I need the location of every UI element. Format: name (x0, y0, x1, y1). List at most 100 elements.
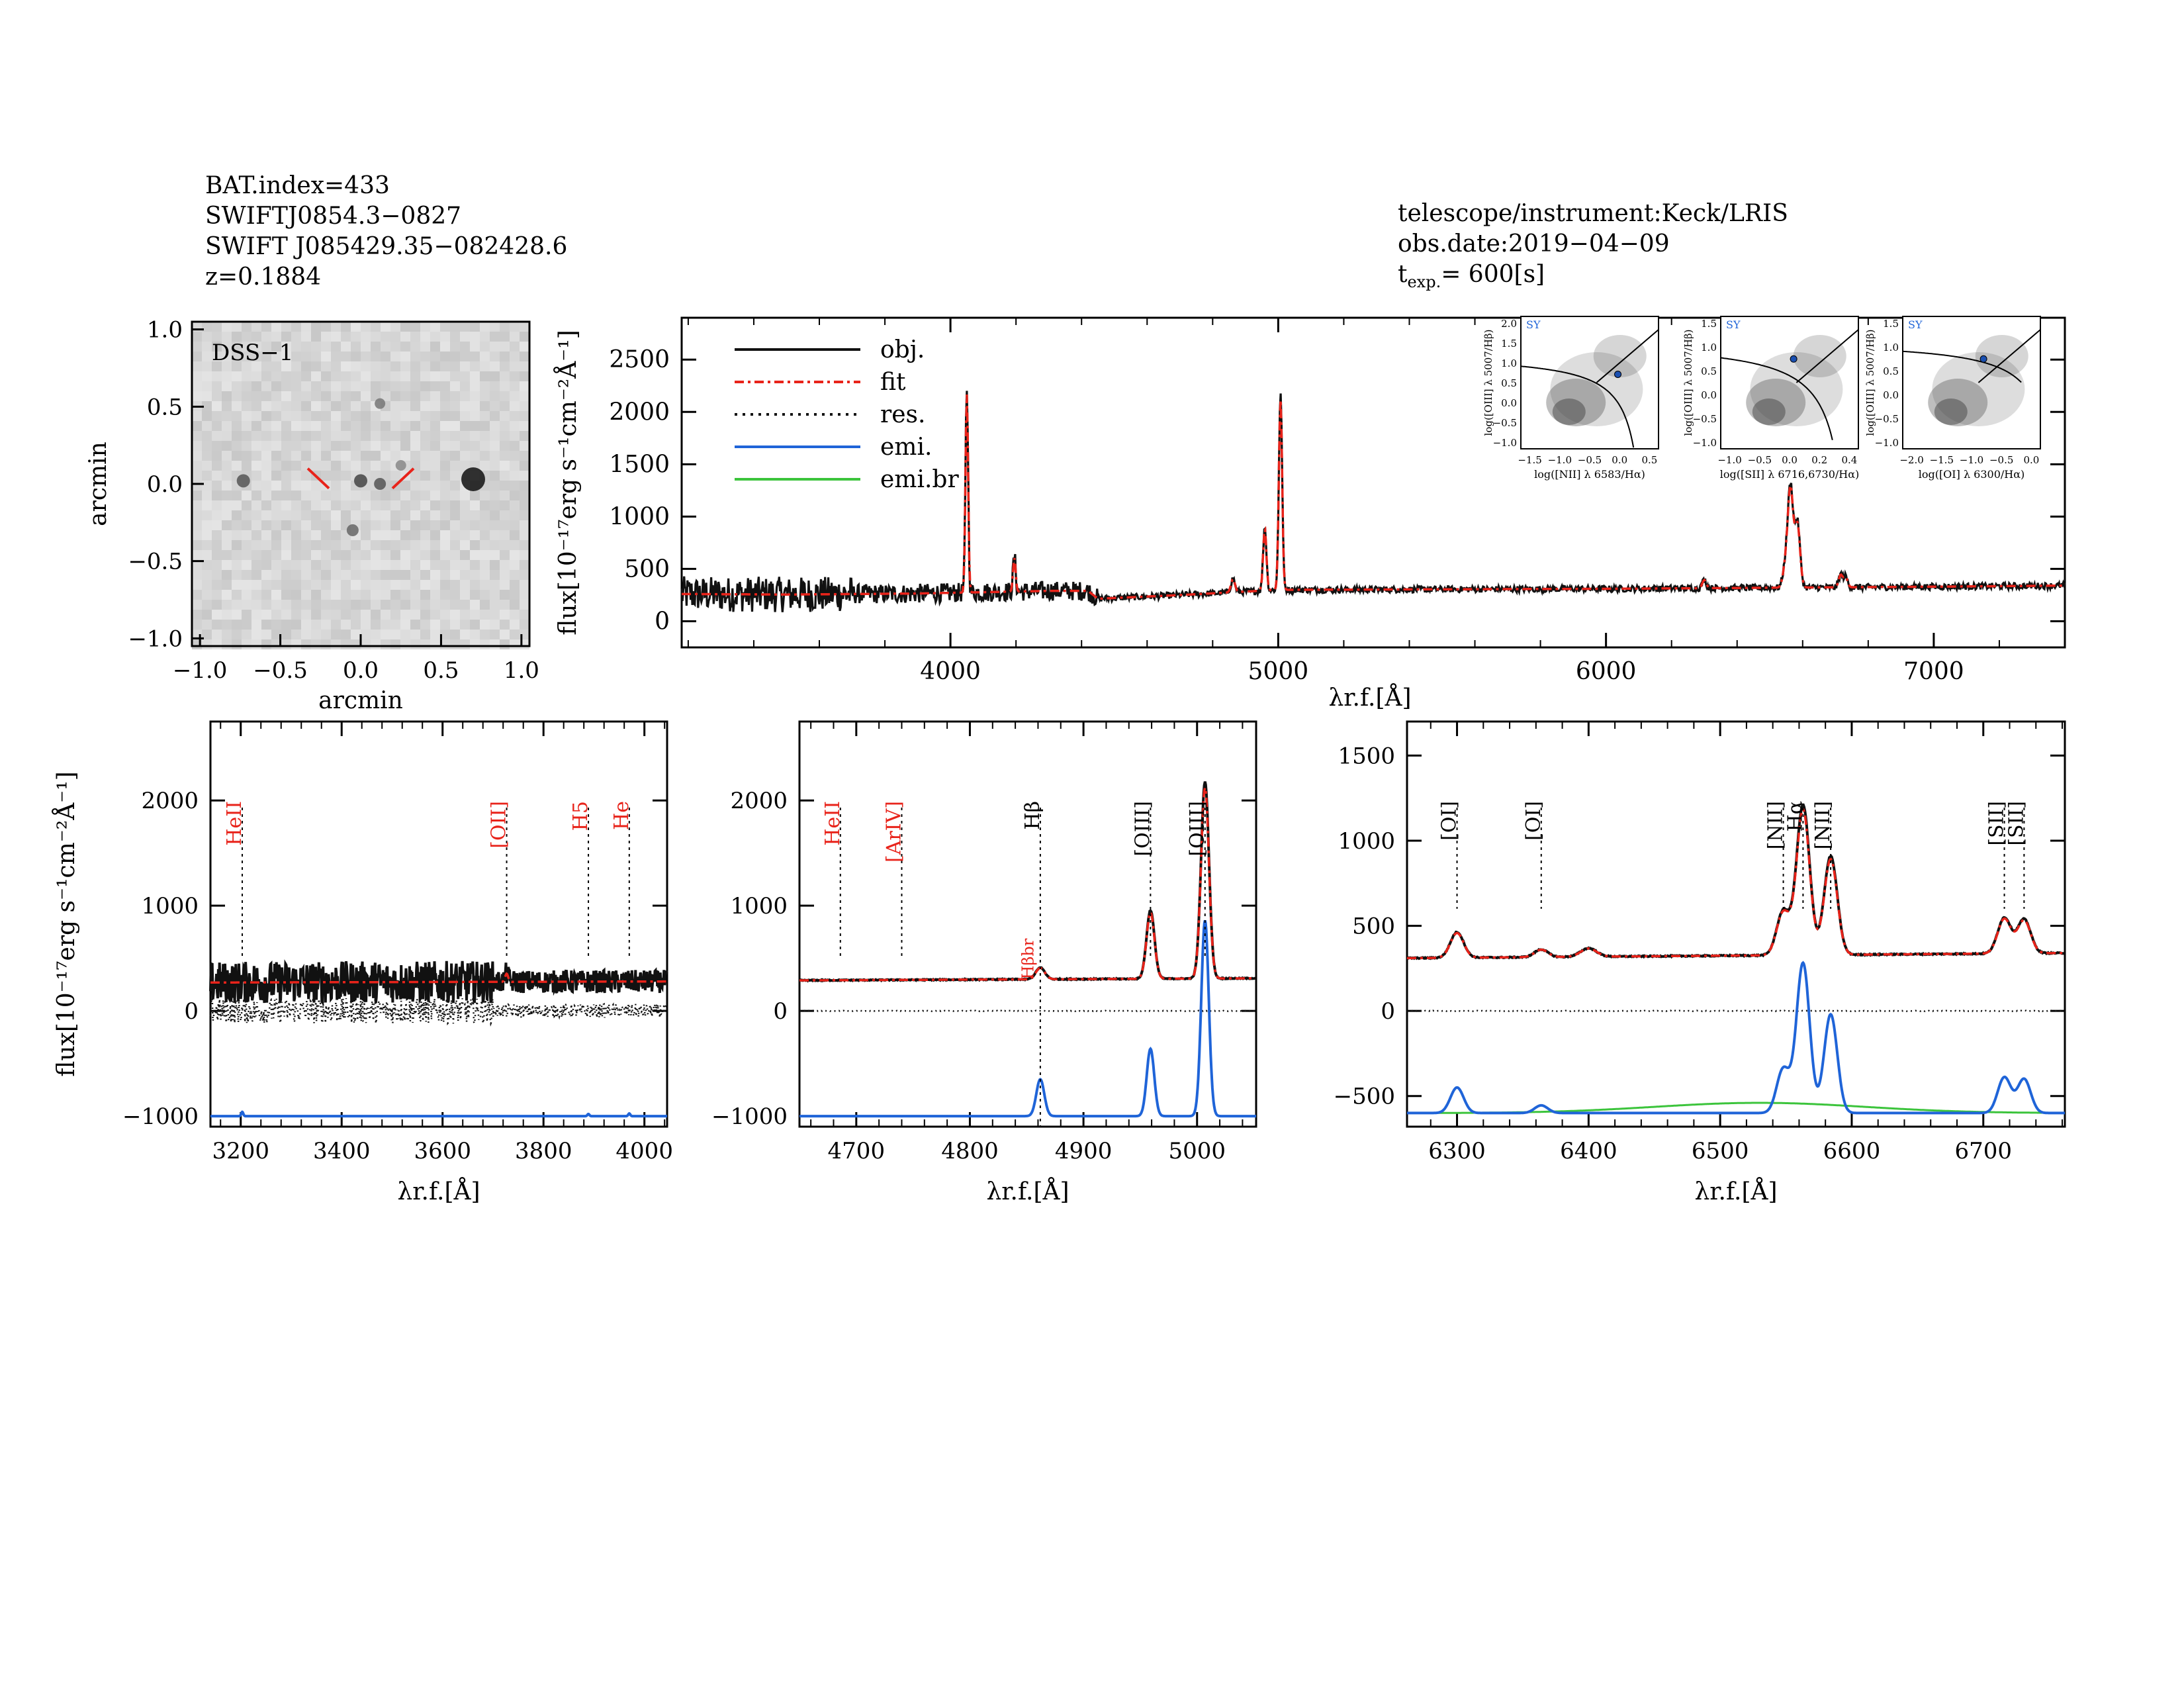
dss-pixel (400, 491, 410, 500)
dss-pixel (460, 371, 470, 381)
legend-label: fit (880, 369, 906, 396)
dss-pixel (410, 381, 420, 391)
dss-pixel (420, 560, 430, 570)
dss-pixel (400, 620, 410, 630)
dss-pixel (202, 471, 212, 481)
dss-pixel (281, 411, 291, 421)
dss-pixel (311, 610, 321, 620)
dss-pixel (420, 471, 430, 481)
dss-pixel (212, 411, 222, 421)
dss-pixel (281, 570, 291, 580)
dss-pixel (500, 342, 510, 352)
dss-pixel (261, 322, 271, 332)
dss-pixel (510, 530, 520, 540)
dss-pixel (470, 639, 480, 649)
dss-pixel (261, 610, 271, 620)
dss-pixel (281, 610, 291, 620)
dss-pixel (500, 520, 510, 530)
dss-pixel (470, 381, 480, 391)
dss-pixel (371, 620, 381, 630)
dss-pixel (390, 510, 400, 520)
dss-pixel (222, 560, 232, 570)
dss-pixel (500, 610, 510, 620)
dss-pixel (351, 639, 361, 649)
y-tick-label: 1000 (730, 893, 788, 919)
line-marker-label: [NII] (1764, 801, 1788, 849)
dss-pixel (410, 361, 420, 371)
dss-pixel (470, 491, 480, 500)
dss-pixel (281, 451, 291, 461)
bpt-y-axis-label: log([OIII] λ 5007/Hβ) (1482, 330, 1494, 436)
dss-pixel (430, 491, 440, 500)
dss-pixel (361, 630, 371, 639)
dss-pixel (301, 481, 311, 491)
dss-pixel (261, 441, 271, 451)
dss-pixel (430, 510, 440, 520)
dss-pixel (232, 371, 242, 381)
dss-pixel (271, 361, 281, 371)
dss-pixel (351, 371, 361, 381)
dss-pixel (291, 322, 301, 332)
dss-pixel (291, 471, 301, 481)
dss-pixel (460, 510, 470, 520)
dss-pixel (321, 639, 331, 649)
dss-pixel (321, 560, 331, 570)
dss-pixel (321, 361, 331, 371)
dss-pixel (351, 600, 361, 610)
dss-pixel (470, 610, 480, 620)
dss-pixel (371, 461, 381, 471)
y-tick-label: 2500 (609, 346, 670, 373)
dss-pixel (341, 391, 351, 401)
dss-pixel (520, 401, 529, 411)
dss-pixel (251, 441, 261, 451)
dss-pixel (430, 471, 440, 481)
dss-pixel (251, 431, 261, 441)
dss-pixel (371, 580, 381, 590)
dss-pixel (450, 500, 460, 510)
bpt-x-tick-label: 0.0 (1612, 454, 1627, 466)
dss-pixel (291, 590, 301, 600)
dss-pixel (291, 481, 301, 491)
dss-pixel (271, 441, 281, 451)
dss-pixel (490, 451, 500, 461)
dss-pixel (520, 520, 529, 530)
dss-pixel (390, 620, 400, 630)
dss-pixel (480, 451, 490, 461)
dss-pixel (390, 371, 400, 381)
dss-pixel (490, 481, 500, 491)
dss-pixel (480, 381, 490, 391)
dss-pixel (222, 580, 232, 590)
dss-pixel (291, 510, 301, 520)
dss-pixel (232, 461, 242, 471)
dss-pixel (212, 441, 222, 451)
dss-pixel (271, 421, 281, 431)
dss-pixel (490, 441, 500, 451)
dss-pixel (390, 411, 400, 421)
dss-pixel (341, 540, 351, 550)
line-marker-label: [OI] (1438, 801, 1461, 841)
bpt-y-tick-label: −1.0 (1493, 437, 1517, 449)
dss-pixel (381, 590, 390, 600)
y-tick-label: 1500 (1338, 743, 1395, 769)
dss-pixel (480, 540, 490, 550)
dss-pixel (331, 500, 341, 510)
dss-pixel (232, 590, 242, 600)
x-axis-label: λr.f.[Å] (986, 1178, 1069, 1205)
dss-pixel (311, 520, 321, 530)
dss-pixel (490, 590, 500, 600)
dss-pixel (281, 510, 291, 520)
x-tick-label: 6000 (1576, 658, 1637, 685)
dss-pixel (460, 630, 470, 639)
dss-pixel (381, 500, 390, 510)
bpt-density (1752, 399, 1786, 425)
dss-pixel (460, 381, 470, 391)
dss-pixel (520, 590, 529, 600)
dss-pixel (500, 600, 510, 610)
dss-pixel (202, 560, 212, 570)
dss-pixel (381, 600, 390, 610)
line-marker-label: Hα (1784, 801, 1807, 831)
dss-pixel (520, 352, 529, 361)
dss-pixel (192, 580, 202, 590)
dss-pixel (192, 540, 202, 550)
dss-pixel (381, 530, 390, 540)
